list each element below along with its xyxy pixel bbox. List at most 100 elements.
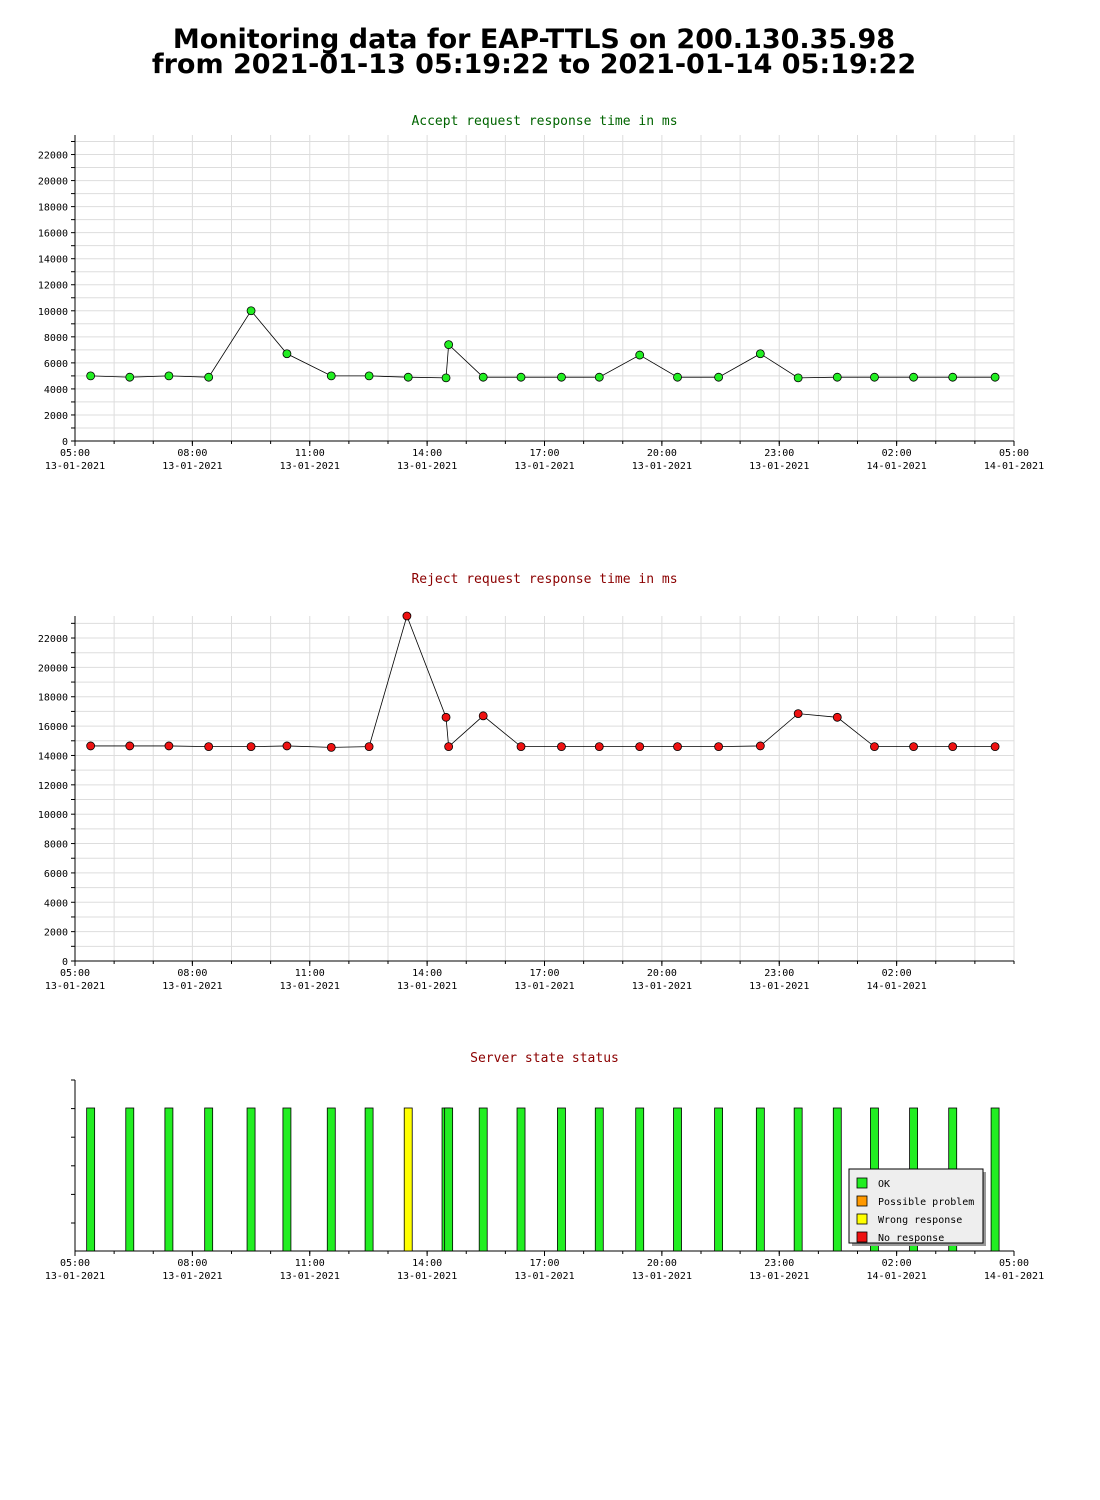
data-point — [755, 741, 765, 751]
data-point — [441, 373, 451, 383]
y-tick-label: 4000 — [44, 385, 68, 396]
chart-title: Accept request response time in ms — [411, 114, 677, 129]
data-point — [125, 372, 135, 382]
data-point — [516, 372, 526, 382]
data-point — [326, 742, 336, 752]
status-bar — [444, 1107, 454, 1252]
data-point — [444, 742, 454, 752]
status-bar — [246, 1107, 256, 1252]
legend-label: Possible problem — [878, 1197, 974, 1208]
y-tick-label: 20000 — [38, 663, 68, 674]
y-tick-label: 2000 — [44, 928, 68, 939]
x-tick-time-label: 08:00 — [177, 448, 207, 459]
data-point — [832, 712, 842, 722]
legend: OK Possible problem Wrong response No respo… — [848, 1168, 986, 1246]
status-bar — [516, 1107, 526, 1252]
legend-label: No response — [878, 1233, 944, 1244]
y-tick-label: 20000 — [38, 177, 68, 188]
data-point — [673, 742, 682, 752]
legend-swatch — [856, 1231, 868, 1243]
y-tick-label: 8000 — [44, 333, 68, 344]
x-tick-time-label: 05:00 — [999, 1258, 1029, 1269]
y-tick-label: 22000 — [38, 634, 68, 645]
data-point — [164, 741, 174, 751]
x-tick-date-label: 13-01-2021 — [749, 981, 809, 992]
x-tick-date-label: 13-01-2021 — [280, 1271, 340, 1282]
x-tick-date-label: 13-01-2021 — [632, 981, 692, 992]
legend-swatch — [856, 1213, 868, 1225]
status-bar — [282, 1107, 292, 1252]
data-point — [204, 742, 214, 752]
x-tick-date-label: 14-01-2021 — [867, 1271, 927, 1282]
status-bar — [164, 1107, 174, 1252]
data-point — [870, 742, 879, 752]
x-tick-time-label: 08:00 — [177, 968, 207, 979]
data-point — [246, 306, 256, 316]
x-tick-date-label: 14-01-2021 — [984, 1271, 1044, 1282]
y-tick-label: 18000 — [38, 203, 68, 214]
x-tick-time-label: 08:00 — [177, 1258, 207, 1269]
data-point — [246, 742, 256, 752]
x-tick-date-label: 13-01-2021 — [397, 981, 457, 992]
x-tick-time-label: 02:00 — [882, 448, 912, 459]
data-point — [948, 742, 958, 752]
x-tick-date-label: 13-01-2021 — [162, 461, 222, 472]
legend-box — [848, 1168, 984, 1244]
data-point — [673, 372, 682, 382]
y-tick-label: 10000 — [38, 307, 68, 318]
data-point — [364, 742, 374, 752]
y-tick-label: 6000 — [44, 869, 68, 880]
x-tick-time-label: 14:00 — [412, 448, 442, 459]
legend-swatch — [856, 1195, 868, 1207]
data-point — [870, 372, 879, 382]
y-tick-label: 16000 — [38, 722, 68, 733]
status-bar — [714, 1107, 724, 1252]
x-tick-date-label: 13-01-2021 — [749, 1271, 809, 1282]
y-tick-label: 22000 — [38, 151, 68, 162]
x-tick-time-label: 17:00 — [529, 968, 559, 979]
status-bar — [673, 1107, 682, 1252]
y-tick-label: 8000 — [44, 840, 68, 851]
x-tick-time-label: 20:00 — [647, 968, 677, 979]
data-point — [364, 371, 374, 381]
x-tick-time-label: 02:00 — [882, 1258, 912, 1269]
x-tick-date-label: 14-01-2021 — [984, 461, 1044, 472]
data-point — [635, 350, 645, 360]
data-point — [441, 712, 451, 722]
y-tick-label: 12000 — [38, 781, 68, 792]
x-tick-time-label: 11:00 — [295, 448, 325, 459]
x-tick-date-label: 13-01-2021 — [45, 981, 105, 992]
data-point — [557, 372, 566, 382]
data-point — [402, 611, 412, 621]
data-point — [164, 371, 174, 381]
x-tick-time-label: 05:00 — [60, 968, 90, 979]
x-tick-time-label: 20:00 — [647, 448, 677, 459]
x-tick-date-label: 13-01-2021 — [280, 461, 340, 472]
x-tick-time-label: 02:00 — [882, 968, 912, 979]
x-tick-date-label: 14-01-2021 — [867, 461, 927, 472]
status-bar — [832, 1107, 842, 1252]
x-tick-time-label: 23:00 — [764, 1258, 794, 1269]
data-point — [478, 372, 488, 382]
y-tick-label: 4000 — [44, 898, 68, 909]
y-tick-label: 6000 — [44, 359, 68, 370]
y-tick-label: 16000 — [38, 229, 68, 240]
reject-response-time-chart: 0 2000 4000 6000 8000 10000 12000 14000 16000 180… — [38, 572, 1015, 992]
data-point — [86, 371, 96, 381]
data-point — [793, 373, 803, 383]
data-point — [990, 372, 1000, 382]
status-bar — [990, 1107, 1000, 1252]
x-tick-time-label: 14:00 — [412, 1258, 442, 1269]
status-bar — [364, 1107, 374, 1252]
y-tick-label: 2000 — [44, 411, 68, 422]
y-tick-label: 18000 — [38, 693, 68, 704]
data-point — [403, 372, 413, 382]
data-point — [282, 349, 292, 359]
status-bar — [86, 1107, 96, 1252]
y-tick-label: 12000 — [38, 281, 68, 292]
status-bar — [478, 1107, 488, 1252]
x-tick-date-label: 13-01-2021 — [280, 981, 340, 992]
data-point — [86, 741, 96, 751]
y-tick-label: 14000 — [38, 255, 68, 266]
x-tick-time-label: 17:00 — [529, 448, 559, 459]
